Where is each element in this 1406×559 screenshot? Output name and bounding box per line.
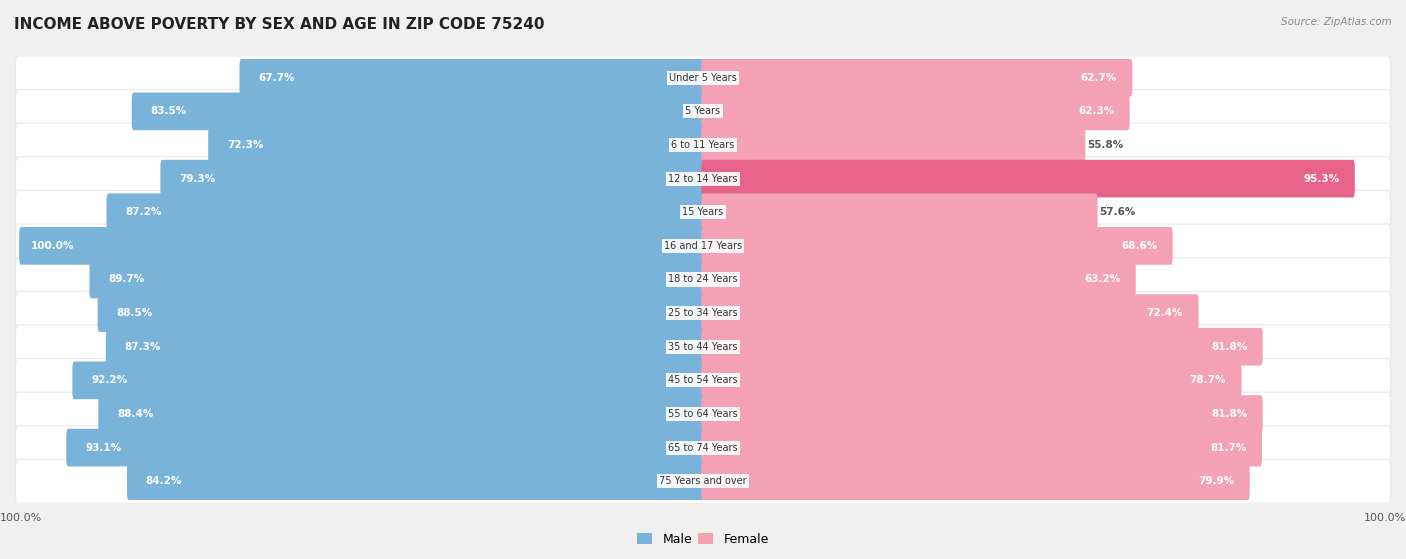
FancyBboxPatch shape [702,362,1241,399]
FancyBboxPatch shape [66,429,704,466]
FancyBboxPatch shape [15,358,1391,402]
Text: 55.8%: 55.8% [1087,140,1123,150]
Text: 89.7%: 89.7% [108,274,145,285]
FancyBboxPatch shape [107,193,704,231]
FancyBboxPatch shape [90,260,704,299]
FancyBboxPatch shape [105,328,704,366]
Text: Under 5 Years: Under 5 Years [669,73,737,83]
FancyBboxPatch shape [702,328,1263,366]
FancyBboxPatch shape [702,429,1263,466]
Text: 15 Years: 15 Years [682,207,724,217]
Text: 100.0%: 100.0% [31,241,75,251]
Text: 6 to 11 Years: 6 to 11 Years [672,140,734,150]
FancyBboxPatch shape [15,426,1391,470]
FancyBboxPatch shape [702,395,1263,433]
Text: 68.6%: 68.6% [1121,241,1157,251]
FancyBboxPatch shape [15,392,1391,436]
Text: 81.8%: 81.8% [1211,342,1247,352]
FancyBboxPatch shape [239,59,704,97]
FancyBboxPatch shape [702,227,1173,265]
FancyBboxPatch shape [15,191,1391,234]
Text: 81.8%: 81.8% [1211,409,1247,419]
Text: 25 to 34 Years: 25 to 34 Years [668,308,738,318]
FancyBboxPatch shape [15,459,1391,503]
Text: INCOME ABOVE POVERTY BY SEX AND AGE IN ZIP CODE 75240: INCOME ABOVE POVERTY BY SEX AND AGE IN Z… [14,17,544,32]
FancyBboxPatch shape [702,462,1250,500]
Text: 57.6%: 57.6% [1099,207,1136,217]
Text: 35 to 44 Years: 35 to 44 Years [668,342,738,352]
FancyBboxPatch shape [132,93,704,130]
Text: 87.2%: 87.2% [125,207,162,217]
FancyBboxPatch shape [702,126,1085,164]
FancyBboxPatch shape [702,294,1198,332]
Text: 45 to 54 Years: 45 to 54 Years [668,376,738,385]
Text: 72.4%: 72.4% [1147,308,1184,318]
Text: 12 to 14 Years: 12 to 14 Years [668,174,738,183]
FancyBboxPatch shape [702,59,1132,97]
Text: 5 Years: 5 Years [686,106,720,116]
Text: 84.2%: 84.2% [146,476,183,486]
FancyBboxPatch shape [72,362,704,399]
FancyBboxPatch shape [15,325,1391,368]
FancyBboxPatch shape [15,224,1391,268]
FancyBboxPatch shape [702,93,1129,130]
FancyBboxPatch shape [127,462,704,500]
Text: 93.1%: 93.1% [84,443,121,453]
FancyBboxPatch shape [15,157,1391,201]
Text: 87.3%: 87.3% [125,342,160,352]
Text: 88.5%: 88.5% [117,308,153,318]
FancyBboxPatch shape [15,291,1391,335]
Text: 83.5%: 83.5% [150,106,187,116]
Text: 79.3%: 79.3% [179,174,215,183]
Text: 67.7%: 67.7% [259,73,295,83]
FancyBboxPatch shape [97,294,704,332]
Text: 79.9%: 79.9% [1198,476,1234,486]
Text: 16 and 17 Years: 16 and 17 Years [664,241,742,251]
FancyBboxPatch shape [15,56,1391,100]
Text: 55 to 64 Years: 55 to 64 Years [668,409,738,419]
Text: 92.2%: 92.2% [91,376,128,385]
FancyBboxPatch shape [15,123,1391,167]
Text: 78.7%: 78.7% [1189,376,1226,385]
Text: 75 Years and over: 75 Years and over [659,476,747,486]
FancyBboxPatch shape [208,126,704,164]
FancyBboxPatch shape [15,89,1391,133]
Text: 88.4%: 88.4% [117,409,153,419]
Text: 95.3%: 95.3% [1303,174,1340,183]
Text: 81.7%: 81.7% [1211,443,1247,453]
Text: 62.7%: 62.7% [1081,73,1116,83]
Text: Source: ZipAtlas.com: Source: ZipAtlas.com [1281,17,1392,27]
FancyBboxPatch shape [702,160,1355,197]
Text: 62.3%: 62.3% [1078,106,1115,116]
Text: 63.2%: 63.2% [1084,274,1121,285]
FancyBboxPatch shape [20,227,704,265]
FancyBboxPatch shape [160,160,704,197]
FancyBboxPatch shape [702,193,1098,231]
FancyBboxPatch shape [98,395,704,433]
Legend: Male, Female: Male, Female [633,528,773,551]
Text: 18 to 24 Years: 18 to 24 Years [668,274,738,285]
FancyBboxPatch shape [702,260,1136,299]
FancyBboxPatch shape [15,258,1391,301]
Text: 65 to 74 Years: 65 to 74 Years [668,443,738,453]
Text: 72.3%: 72.3% [226,140,263,150]
